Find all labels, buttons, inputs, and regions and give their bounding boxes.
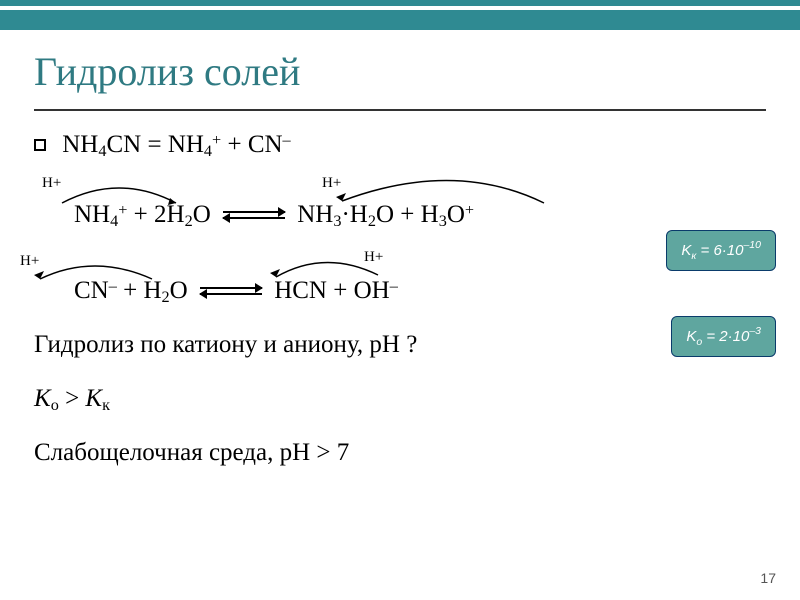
badge-ko: Kо = 2·10–3: [671, 316, 776, 357]
gt: >: [65, 385, 85, 412]
eq-dissociation: NH4CN = NH4+ + CN–: [34, 131, 766, 165]
eq2-left: CN– + H2O: [74, 277, 188, 304]
eq2-right: HCN + OH–: [274, 277, 398, 304]
page-number: 17: [760, 570, 776, 586]
bullet-icon: [34, 139, 46, 151]
badge-exp: –3: [749, 325, 761, 337]
badge-exp: –10: [743, 239, 761, 251]
top-bar-thin: [0, 0, 800, 6]
badge-sym: K: [686, 328, 696, 345]
badge-sym: K: [681, 242, 691, 259]
k-o-sub: о: [51, 396, 59, 414]
content: NH4CN = NH4+ + CN– NH4+ + 2H2O NH3·H2O +…: [0, 111, 800, 473]
badge-kk: Kк = 6·10–10: [666, 230, 776, 271]
eq-anion: CN– + H2O HCN + OH– H+ H+: [34, 277, 766, 311]
badge-val: = 2·10: [702, 328, 749, 345]
eq-arrow-icon: [223, 206, 285, 224]
hplus-label: H+: [364, 249, 383, 266]
k-o-sym: K: [34, 385, 51, 412]
dissoc-text: NH4CN = NH4+ + CN–: [62, 131, 290, 158]
conclusion: Слабощелочная среда, рН > 7: [34, 439, 766, 473]
k-k-sym: K: [85, 385, 102, 412]
eq-arrow-icon: [200, 282, 262, 300]
title-area: Гидролиз солей: [0, 30, 800, 103]
k-comparison: Kо > Kк: [34, 385, 766, 419]
eq1-left: NH4+ + 2H2O: [74, 201, 211, 228]
eq1-right: NH3·H2O + H3O+: [297, 201, 474, 228]
hplus-label: H+: [42, 175, 61, 192]
hplus-label: H+: [20, 253, 39, 270]
page-title: Гидролиз солей: [34, 48, 766, 95]
hydrolysis-type: Гидролиз по катиону и аниону, рН ?: [34, 331, 766, 365]
top-bar-thick: [0, 10, 800, 30]
hplus-label: H+: [322, 175, 341, 192]
k-k-sub: к: [102, 396, 110, 414]
badge-val: = 6·10: [696, 242, 743, 259]
eq-cation: NH4+ + 2H2O NH3·H2O + H3O+ H+ H+: [34, 201, 766, 235]
